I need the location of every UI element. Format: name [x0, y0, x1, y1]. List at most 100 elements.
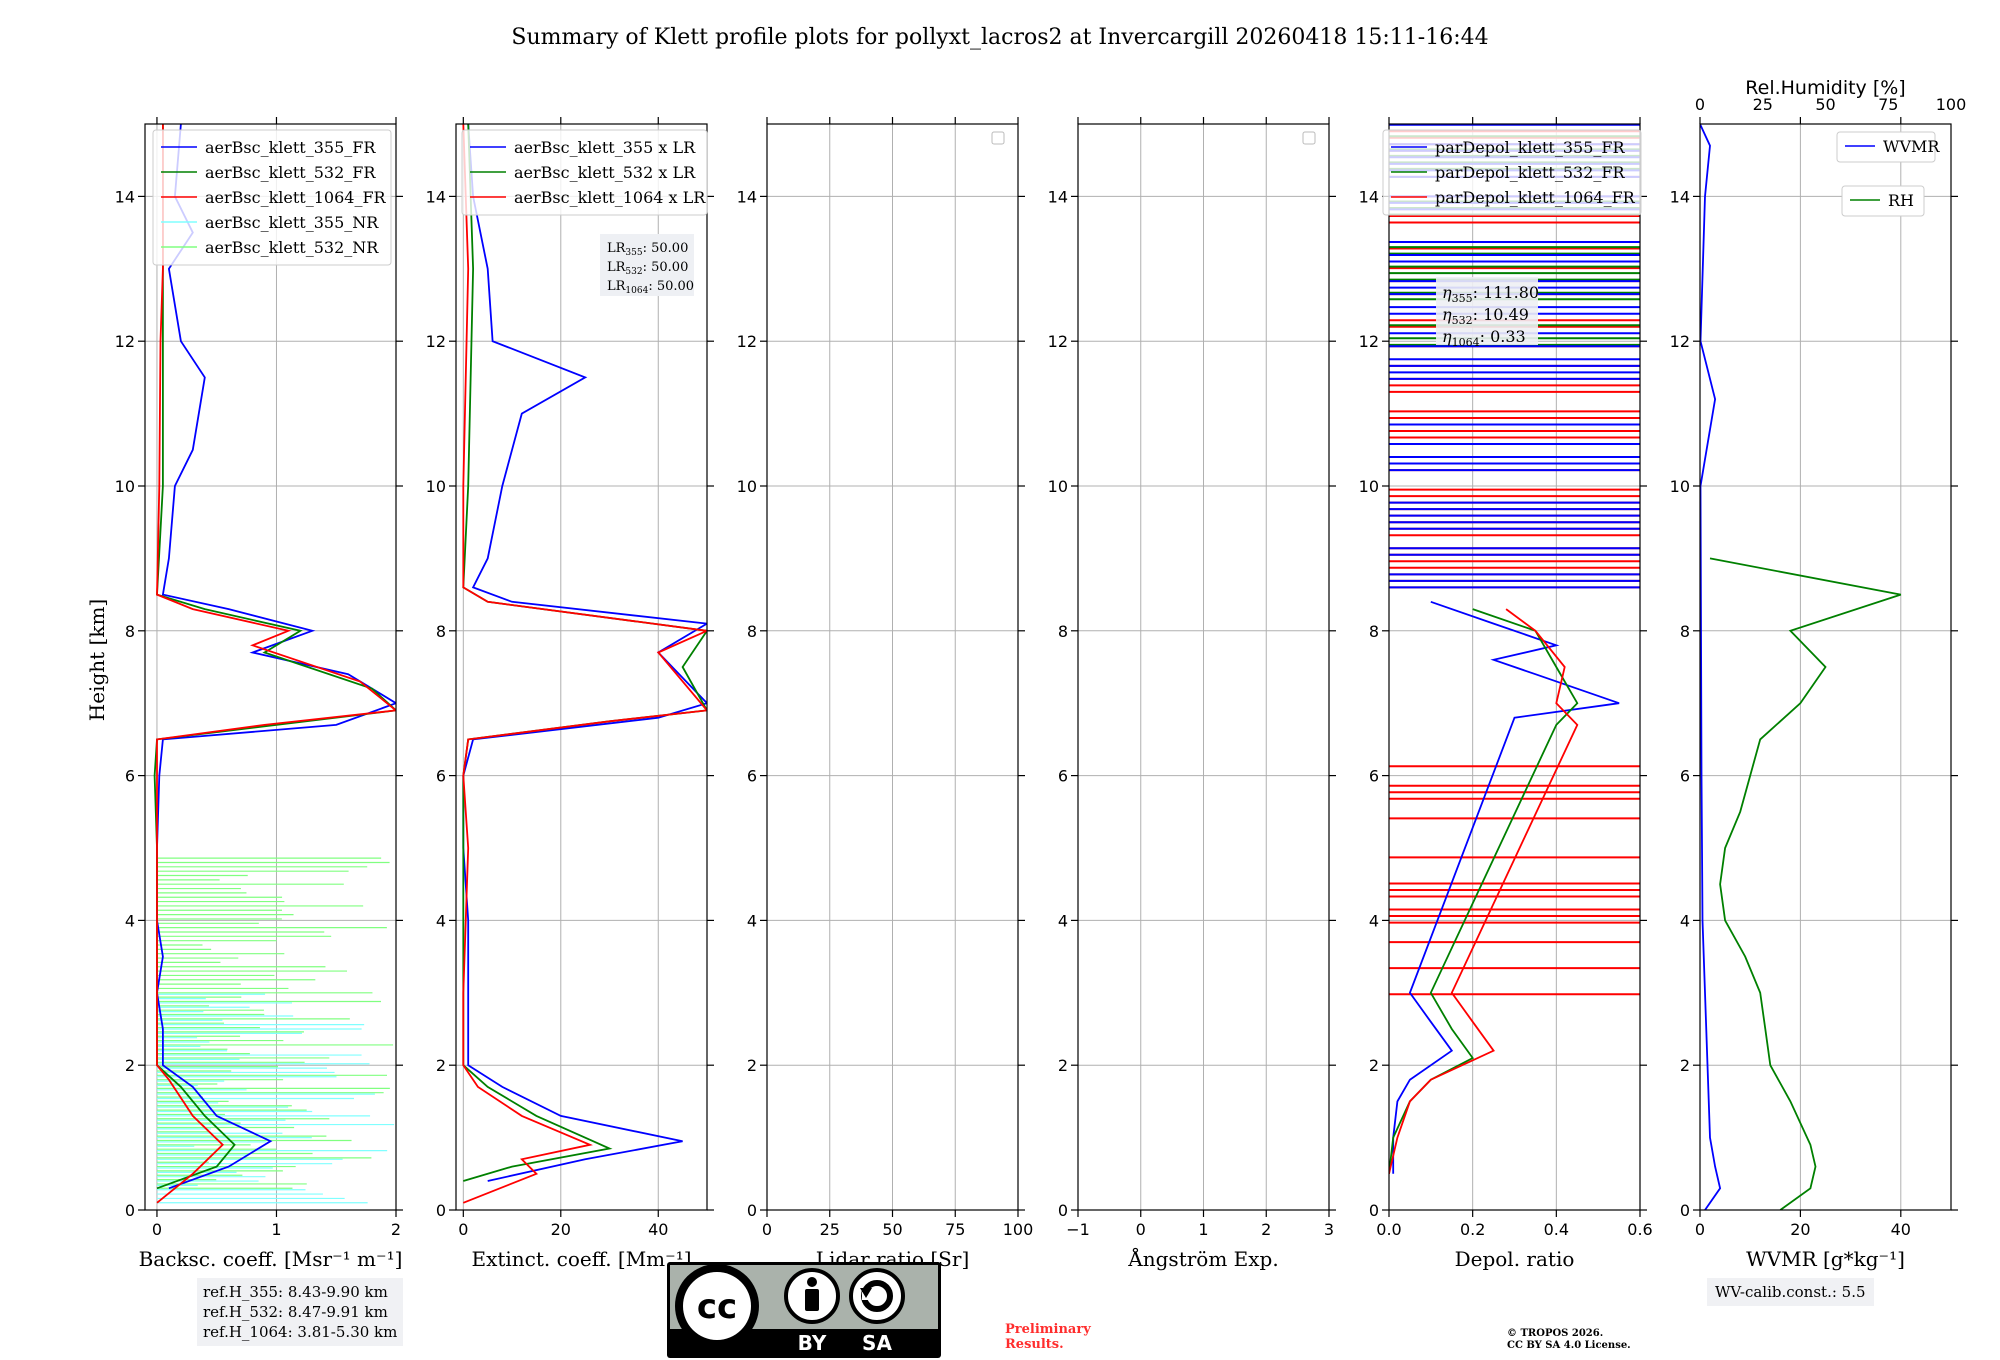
panel-frame	[455, 123, 708, 1211]
legend-entry: aerBsc_klett_355 x LR	[514, 138, 696, 157]
legend-entry: parDepol_klett_532_FR	[1435, 163, 1626, 182]
legend-entry: parDepol_klett_1064_FR	[1435, 188, 1636, 207]
lr-annotation-line: LR1064: 50.00	[607, 279, 694, 296]
top-axis-label: Rel.Humidity [%]	[1745, 77, 1905, 99]
legend-entry: aerBsc_klett_532_NR	[205, 238, 379, 257]
empty-legend-box	[991, 131, 1005, 145]
ref-height-355: ref.H_355: 8.43-9.90 km	[203, 1283, 388, 1301]
eta-annotation-line: η1064: 0.33	[1442, 327, 1526, 349]
plot-area-backscatter	[153, 124, 396, 1204]
legend-entry: aerBsc_klett_532_FR	[205, 163, 376, 182]
x-tick-label: 0.2	[1460, 1220, 1485, 1239]
y-tick-label: 8	[747, 622, 757, 641]
x-tick-label: 25	[820, 1220, 840, 1239]
x-tick-label: 0	[1136, 1220, 1146, 1239]
y-tick-label: 6	[1369, 767, 1379, 786]
copyright-note: © TROPOS 2026. CC BY SA 4.0 License.	[1507, 1328, 1631, 1352]
series-line-aerBsc_klett_355_FR	[156, 124, 396, 1190]
license-by-label: BY	[798, 1331, 827, 1355]
x-tick-label: 2	[391, 1220, 401, 1239]
y-tick-label: 14	[737, 187, 757, 206]
y-axis-label: Height [km]	[85, 599, 109, 721]
y-tick-label: 2	[1058, 1056, 1068, 1075]
x-tick-label: 1	[1198, 1220, 1208, 1239]
y-tick-label: 0	[125, 1201, 135, 1220]
series-line-aerBsc_klett_1064_FR	[156, 124, 396, 1204]
y-tick-label: 12	[426, 332, 446, 351]
y-tick-label: 2	[1680, 1056, 1690, 1075]
panel-wvmr: 0 2 4 6 8 10 12 14 0 20 40 WVMR [g*kg⁻¹] 0 25 50 75 100 R…	[1670, 77, 1967, 1271]
sa-sharealike-icon	[849, 1268, 905, 1324]
y-tick-label: 6	[747, 767, 757, 786]
top-tick-label: 50	[1815, 95, 1835, 114]
y-tick-label: 6	[1058, 767, 1068, 786]
legend-box	[1841, 185, 1925, 217]
y-tick-label: 10	[1670, 477, 1690, 496]
x-tick-label: 40	[648, 1220, 668, 1239]
legend-entry: parDepol_klett_355_FR	[1435, 138, 1626, 157]
top-tick-label: 0	[1695, 95, 1705, 114]
legend-box	[1836, 131, 1936, 163]
series-line-parDepol_klett_1064_FR	[1389, 608, 1579, 1175]
lr-annotation-box	[600, 234, 694, 296]
x-tick-label: 0.6	[1627, 1220, 1652, 1239]
x-axis-label-depol: Depol. ratio	[1455, 1247, 1575, 1271]
y-tick-label: 4	[1058, 911, 1068, 930]
y-tick-label: 4	[125, 911, 135, 930]
y-tick-label: 2	[747, 1056, 757, 1075]
x-tick-label: 50	[882, 1220, 902, 1239]
series-line-WVMR	[1700, 124, 1722, 1210]
series-line-aerBsc_klett_1064 x LR	[462, 124, 707, 1204]
y-tick-label: 8	[125, 622, 135, 641]
preliminary-results-note: Preliminary Results.	[1005, 1322, 1091, 1352]
legend-entry: aerBsc_klett_1064 x LR	[514, 188, 706, 207]
y-tick-label: 12	[1670, 332, 1690, 351]
x-tick-label: 100	[1003, 1220, 1034, 1239]
eta-annotation-line: η355: 111.80	[1442, 283, 1539, 305]
y-tick-label: 6	[1680, 767, 1690, 786]
empty-legend-box	[1302, 131, 1316, 145]
x-tick-label: 75	[945, 1220, 965, 1239]
series-line-aerBsc_klett_355 x LR	[462, 124, 707, 1182]
license-sa-label: SA	[862, 1331, 892, 1355]
y-tick-label: 10	[1048, 477, 1068, 496]
y-tick-label: 4	[1369, 911, 1379, 930]
y-tick-label: 14	[1048, 187, 1068, 206]
x-tick-label: 40	[1891, 1220, 1911, 1239]
top-tick-label: 75	[1878, 95, 1898, 114]
y-tick-label: 14	[426, 187, 446, 206]
x-tick-label: −1	[1066, 1220, 1090, 1239]
y-tick-label: 14	[1359, 187, 1379, 206]
panel-frame	[144, 123, 397, 1211]
preliminary-line-1: Preliminary	[1005, 1322, 1091, 1337]
y-tick-label: 10	[426, 477, 446, 496]
x-tick-label: 2	[1261, 1220, 1271, 1239]
y-tick-label: 2	[436, 1056, 446, 1075]
panel-frame	[1388, 123, 1641, 1211]
top-tick-label: 25	[1753, 95, 1773, 114]
ref-height-532: ref.H_532: 8.47-9.91 km	[203, 1303, 388, 1321]
y-tick-label: 12	[737, 332, 757, 351]
y-tick-label: 10	[737, 477, 757, 496]
series-line-parDepol_klett_532_FR	[1389, 608, 1579, 1174]
eta-annotation-line: η532: 10.49	[1442, 305, 1529, 327]
x-axis-label-wvmr: WVMR [g*kg⁻¹]	[1746, 1247, 1905, 1271]
x-tick-label: 0	[1695, 1220, 1705, 1239]
y-tick-label: 8	[1680, 622, 1690, 641]
cc-icon: cc	[675, 1264, 759, 1348]
x-tick-label: 0	[762, 1220, 772, 1239]
lr-annotation-line: LR355: 50.00	[607, 241, 688, 258]
y-tick-label: 8	[436, 622, 446, 641]
panel-extinction: 0 2 4 6 8 10 12 14 0 20 40 Extinct. coeff. [Mm⁻¹] ae…	[426, 117, 714, 1271]
y-tick-label: 0	[747, 1201, 757, 1220]
y-tick-label: 2	[1369, 1056, 1379, 1075]
copyright-line-2: CC BY SA 4.0 License.	[1507, 1340, 1631, 1351]
y-tick-label: 10	[115, 477, 135, 496]
y-tick-label: 12	[1359, 332, 1379, 351]
panel-frame	[1699, 123, 1952, 1211]
x-tick-label: 0	[458, 1220, 468, 1239]
x-tick-label: 1	[271, 1220, 281, 1239]
